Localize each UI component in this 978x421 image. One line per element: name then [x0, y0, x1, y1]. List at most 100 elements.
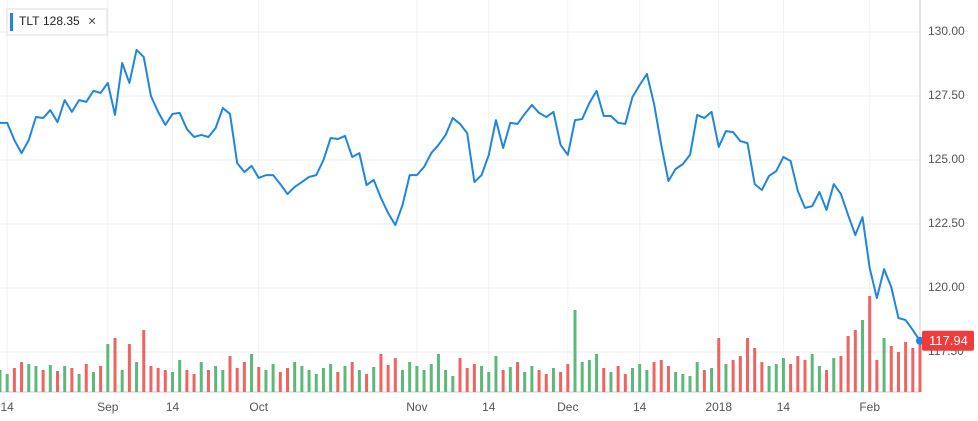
volume-bar — [329, 364, 333, 392]
volume-bar — [803, 360, 807, 392]
volume-bar — [56, 371, 59, 392]
legend: TLT 128.35 × — [6, 8, 108, 36]
volume-bar — [494, 356, 498, 392]
volume-bar — [609, 372, 613, 392]
volume-bar — [652, 362, 656, 392]
volume-bar — [530, 366, 534, 392]
volume-bar — [537, 370, 541, 392]
volume-bar — [645, 370, 649, 392]
volume-bar — [551, 368, 555, 392]
y-tick-label: 122.50 — [928, 216, 965, 230]
x-tick-label: Dec — [557, 400, 578, 414]
volume-bar — [666, 366, 670, 392]
y-tick-label: 127.50 — [928, 88, 965, 102]
volume-bar — [523, 372, 527, 392]
volume-bar — [135, 362, 139, 392]
volume-bar — [444, 370, 448, 392]
y-tick-label: 130.00 — [928, 24, 965, 38]
volume-bar — [587, 360, 591, 392]
volume-bar — [904, 342, 908, 392]
volume-bar — [508, 367, 512, 392]
x-tick-label: 14 — [482, 400, 496, 414]
x-tick-label: 14 — [166, 400, 180, 414]
volume-bar — [717, 338, 721, 392]
volume-bar — [659, 360, 663, 392]
volume-bar — [853, 330, 857, 392]
volume-bar — [889, 346, 893, 392]
volume-bar — [386, 365, 390, 392]
volume-bar — [825, 370, 829, 392]
volume-bar — [5, 374, 9, 392]
volume-bar — [343, 366, 347, 392]
volume-bar — [810, 354, 814, 392]
volume-bar — [192, 374, 196, 392]
last-price-label: 117.94 — [929, 333, 968, 348]
legend-swatch — [10, 13, 13, 31]
legend-close[interactable]: × — [88, 13, 96, 29]
volume-bar — [695, 362, 699, 392]
volume-bar — [27, 364, 31, 392]
volume-bar — [163, 370, 167, 392]
volume-bar — [171, 372, 174, 392]
legend-value: 128.35 — [43, 14, 80, 28]
volume-bar — [882, 338, 886, 392]
volume-bar — [767, 366, 771, 392]
last-price-tag — [922, 330, 974, 351]
volume-bar — [688, 376, 692, 392]
volume-bar — [746, 338, 749, 392]
y-tick-label: 125.00 — [928, 152, 965, 166]
x-tick-label: 14 — [633, 400, 647, 414]
volume-bar — [0, 370, 2, 392]
x-tick-label: Oct — [249, 400, 268, 414]
volume-bar — [214, 366, 218, 392]
volume-bar — [350, 362, 354, 392]
volume-bar — [99, 366, 103, 392]
volume-bar — [77, 374, 81, 392]
x-tick-label: 14 — [1, 400, 15, 414]
x-tick-label: 14 — [777, 400, 791, 414]
volume-bar — [774, 364, 778, 392]
volume-bar — [185, 370, 189, 392]
volume-bar — [738, 356, 742, 392]
volume-bar — [480, 366, 484, 392]
volume-bar — [595, 354, 599, 392]
volume-bar — [235, 368, 239, 392]
volume-bar — [264, 370, 268, 392]
volume-bar — [286, 368, 289, 392]
volume-bar — [199, 362, 203, 392]
volume-bar — [616, 366, 620, 392]
volume-bar — [580, 362, 584, 392]
volume-bar — [401, 370, 404, 392]
volume-bar — [314, 374, 318, 392]
volume-bar — [566, 364, 570, 392]
volume-bar — [458, 358, 462, 392]
volume-bar — [307, 370, 311, 392]
volume-bar — [63, 366, 67, 392]
volume-bar — [760, 362, 764, 392]
volume-bar — [91, 372, 95, 392]
volume-bar — [501, 370, 505, 392]
volume-bar — [357, 370, 361, 392]
volume-bar — [731, 360, 735, 392]
volume-bar — [702, 370, 706, 392]
volume-bar — [846, 336, 850, 392]
volume-bar — [48, 365, 52, 392]
volume-bar — [839, 356, 843, 392]
volume-bar — [221, 370, 225, 392]
volume-bar — [559, 372, 563, 392]
volume-bar — [724, 364, 728, 392]
volume-bar — [113, 338, 117, 392]
volume-bar — [451, 376, 455, 392]
volume-bar — [408, 362, 412, 392]
volume-bar — [674, 372, 678, 392]
volume-bar — [472, 364, 476, 392]
volume-bar — [142, 330, 146, 392]
volume-bar — [573, 310, 577, 392]
volume-bar — [228, 356, 232, 392]
volume-bar — [465, 368, 469, 392]
volume-bar — [12, 368, 16, 392]
volume-bar — [34, 366, 38, 392]
volume-bar — [257, 367, 261, 392]
volume-bar — [336, 372, 340, 392]
